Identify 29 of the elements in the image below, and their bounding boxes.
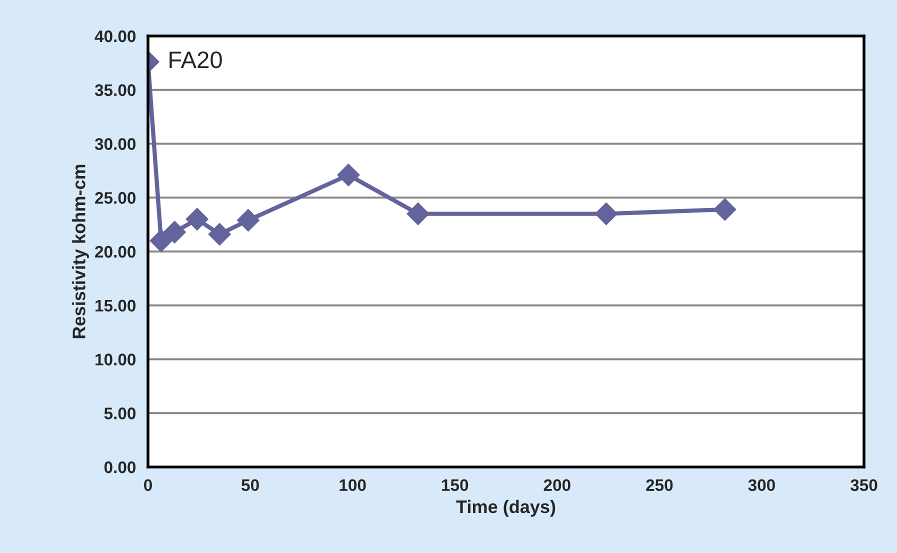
x-tick-label: 150: [442, 479, 468, 492]
x-tick-label: 0: [144, 479, 152, 492]
point: [163, 220, 186, 244]
y-tick-label: 10.00: [96, 354, 136, 366]
point: [406, 202, 430, 226]
y-tick-label: 25.00: [95, 192, 136, 204]
point: [208, 222, 231, 246]
point: [594, 202, 618, 226]
x-tick-label: 200: [544, 479, 570, 492]
x-axis-title: Time (days): [456, 500, 556, 517]
point: [236, 208, 260, 232]
x-tick-label: 100: [340, 479, 366, 492]
y-tick-label: 35.00: [94, 84, 136, 96]
y-tick-label: 5.00: [104, 408, 136, 420]
y-tick-label: 15.00: [96, 300, 136, 312]
y-tick-label: 30.00: [94, 138, 136, 150]
point: [150, 229, 172, 252]
point: [337, 164, 360, 186]
series-label: FA20: [170, 51, 222, 68]
point: [714, 198, 736, 221]
y-tick-label: 40.00: [94, 30, 136, 42]
y-axis-title: Resistivity kohm-cm: [72, 164, 89, 338]
x-tick-label: 50: [242, 479, 259, 492]
x-tick-label: 350: [850, 479, 878, 492]
x-tick-label: 250: [646, 479, 673, 492]
y-tick-label: 0.00: [104, 461, 136, 474]
x-tick-label: 300: [748, 479, 775, 492]
point: [186, 208, 208, 230]
y-tick-label: 20.00: [95, 246, 136, 258]
